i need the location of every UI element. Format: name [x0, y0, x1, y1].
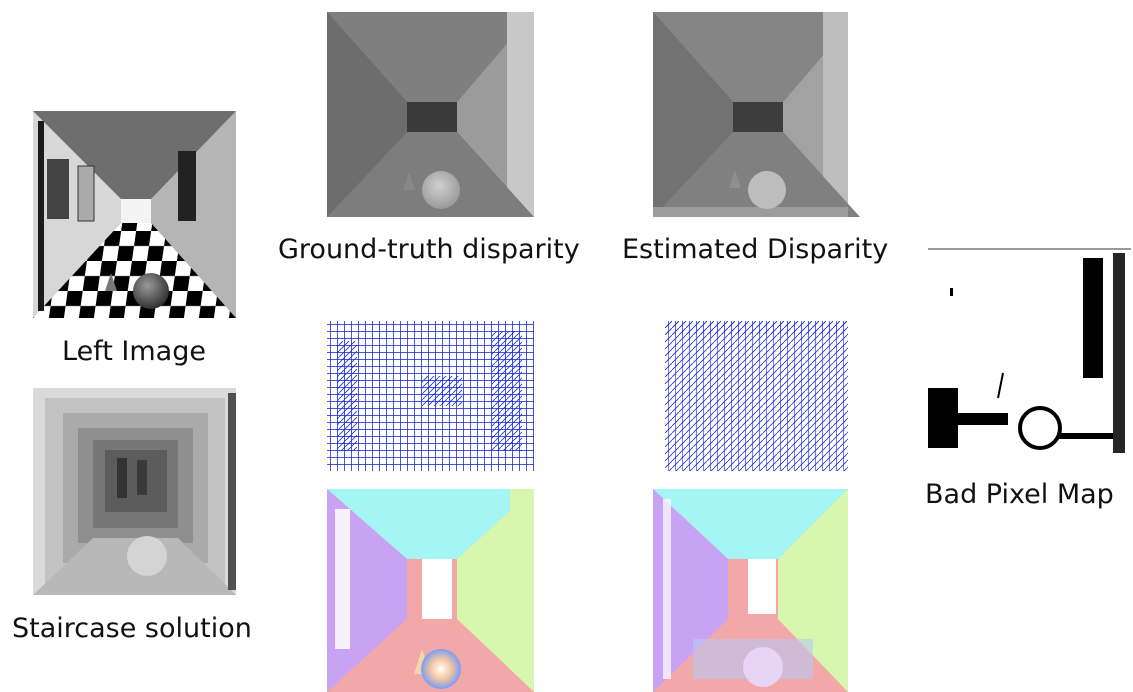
estimated-disparity [653, 12, 860, 217]
bad-pixel-map [928, 248, 1131, 457]
left-image-caption: Left Image [62, 336, 206, 367]
staircase-caption: Staircase solution [12, 613, 252, 644]
ground-truth-vector-field [327, 321, 534, 471]
left-image [33, 111, 236, 318]
estimated-normal-map [653, 489, 848, 692]
estimated-vector-field [665, 321, 848, 471]
estimated-caption: Estimated Disparity [622, 234, 889, 265]
staircase-solution [33, 388, 236, 595]
ground-truth-caption: Ground-truth disparity [278, 234, 580, 265]
ground-truth-disparity [327, 12, 534, 217]
bad-pixel-caption: Bad Pixel Map [925, 479, 1114, 510]
ground-truth-normal-map [327, 489, 534, 692]
